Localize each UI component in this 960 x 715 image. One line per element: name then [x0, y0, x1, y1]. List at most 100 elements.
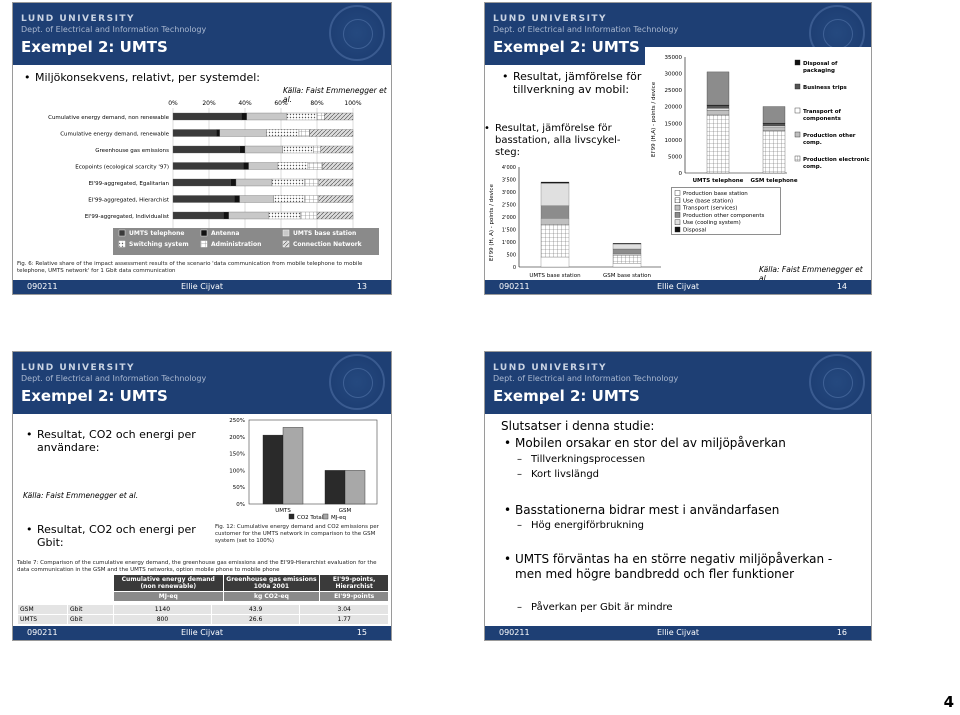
legend-entry: Transport (services) — [682, 206, 737, 212]
bar-segment — [612, 243, 642, 250]
table-unit: MJ-eq — [113, 591, 224, 602]
bullet-text: Resultat, CO2 och energi per Gbit: — [26, 523, 197, 549]
bar-segment — [172, 162, 244, 170]
legend-entry: Connection Network — [293, 241, 363, 248]
footer-author: Ellie Cijvat — [657, 628, 699, 637]
bar-segment — [234, 195, 240, 203]
slide-footer: 090211 Ellie Cijvat 14 — [485, 280, 871, 294]
legend-entry: Transport of — [803, 109, 842, 115]
bar-segment — [540, 205, 570, 219]
legend-swatch — [200, 229, 208, 237]
y-tick-label: 0 — [679, 171, 683, 177]
bar-segment — [230, 178, 237, 187]
bar-segment — [309, 129, 354, 137]
figure-caption: Fig. 12: Cumulative energy demand and CO… — [215, 524, 379, 544]
category-label: GSM — [339, 508, 352, 514]
university-seal-icon — [329, 5, 385, 61]
bar-segment — [320, 145, 354, 154]
table-header: Greenhouse gas emissions 100a 2001 — [222, 574, 321, 592]
y-tick-label: 25000 — [665, 88, 683, 94]
base-station-bar-chart: EI'99 (H, A) - points / device 0 500 1'000 1… — [489, 165, 661, 279]
y-tick-label: 200% — [229, 435, 245, 441]
university-name: LUND UNIVERSITY — [21, 363, 136, 373]
x-tick-label: 20% — [202, 100, 216, 107]
legend-entry: components — [803, 116, 842, 122]
university-name: LUND UNIVERSITY — [21, 14, 136, 24]
bar-segment — [612, 255, 642, 264]
legend-entry: Production other components — [683, 213, 765, 219]
y-axis-label: EI'99 (H,A) - points / device — [651, 81, 657, 157]
y-tick-label: 250% — [229, 418, 245, 424]
y-tick-label: 20000 — [665, 105, 683, 111]
stacked-bar-chart: 0% 20% 40% 60% 80% 100% Cumulative energy dema… — [48, 100, 379, 255]
y-tick-label: 35000 — [665, 55, 683, 61]
legend-entry: comp. — [803, 164, 822, 170]
legend-entry: Production base station — [683, 191, 748, 197]
bar-segment — [223, 211, 229, 220]
bar-segment — [706, 114, 730, 174]
legend-box — [113, 228, 379, 255]
x-tick-label: 0% — [168, 100, 178, 107]
legend-swatch — [794, 107, 801, 114]
slide-13: LUND UNIVERSITY Dept. of Electrical and … — [12, 2, 392, 295]
legend-swatch — [200, 240, 208, 248]
footer-date: 090211 — [499, 628, 530, 637]
bar-segment — [244, 145, 283, 154]
university-name: LUND UNIVERSITY — [493, 14, 608, 24]
category-label: EI'99-aggregated, Individualist — [85, 214, 170, 220]
legend-swatch — [118, 229, 126, 237]
table-cell: 3.04 — [299, 604, 389, 615]
slide-number: 13 — [356, 282, 367, 291]
department-name: Dept. of Electrical and Information Tech… — [21, 374, 207, 383]
co2-energy-bar-chart: 0% 50% 100% 150% 200% 250% UMTS GSM CO2 Total MJ-… — [229, 418, 378, 521]
bar-segment — [304, 178, 319, 187]
bar-segment — [300, 211, 318, 220]
legend-swatch — [674, 190, 681, 196]
y-tick-label: 150% — [229, 452, 245, 458]
row-name: UMTS — [17, 614, 68, 625]
table-row: GSM Gbit 1140 43.9 3.04 — [17, 604, 389, 615]
bar-segment — [246, 112, 287, 121]
bar-segment — [277, 162, 309, 170]
category-label: Greenhouse gas emissions — [95, 148, 169, 154]
table-cell: 1140 — [113, 604, 212, 615]
bullet-text: Resultat, jämförelse för tillverkning av… — [502, 70, 645, 96]
bar-segment — [540, 181, 570, 184]
legend-swatch — [282, 229, 290, 237]
bar-segment — [313, 145, 321, 154]
bar-segment — [241, 112, 247, 121]
table-caption: Table 7: Comparison of the cumulative en… — [17, 560, 377, 573]
legend-entry: Production electronic — [803, 157, 870, 163]
table-row: UMTS Gbit 800 26.6 1.77 — [17, 614, 389, 625]
bar — [262, 434, 284, 505]
bar-segment — [318, 178, 354, 187]
footer-author: Ellie Cijvat — [181, 282, 223, 291]
slide-15: LUND UNIVERSITY Dept. of Electrical and … — [12, 351, 392, 641]
y-tick-label: 4'000 — [502, 165, 516, 171]
bar-segment — [298, 129, 310, 137]
bar-segment — [612, 248, 642, 254]
table-cell: 1.77 — [299, 614, 389, 625]
bullet-text: Resultat, jämförelse för basstation, all… — [485, 123, 623, 159]
legend-swatch — [674, 197, 681, 204]
bullet-text: Miljökonsekvens, relativt, per systemdel… — [24, 71, 260, 84]
slide-header: LUND UNIVERSITY Dept. of Electrical and … — [485, 352, 871, 414]
slide-footer: 090211 Ellie Cijvat 15 — [13, 626, 391, 640]
bar-segment — [243, 162, 249, 170]
row-unit: Gbit — [67, 604, 114, 615]
x-tick-label: 40% — [238, 100, 252, 107]
legend-entry: Use (base station) — [683, 198, 733, 204]
y-tick-label: 0 — [513, 265, 516, 271]
y-tick-label: 1'500 — [502, 228, 516, 234]
university-seal-icon — [329, 354, 385, 410]
slide-title: Exempel 2: UMTS — [21, 38, 168, 56]
bar-segment — [318, 195, 354, 203]
y-tick-label: 30000 — [665, 72, 683, 78]
legend-entry: comp. — [803, 140, 822, 146]
bar-segment — [219, 129, 267, 137]
bar-segment — [271, 178, 305, 187]
slide-title: Exempel 2: UMTS — [21, 387, 168, 405]
bullet-text: Resultat, CO2 och energi per användare: — [26, 428, 197, 454]
legend-swatch — [794, 83, 801, 90]
